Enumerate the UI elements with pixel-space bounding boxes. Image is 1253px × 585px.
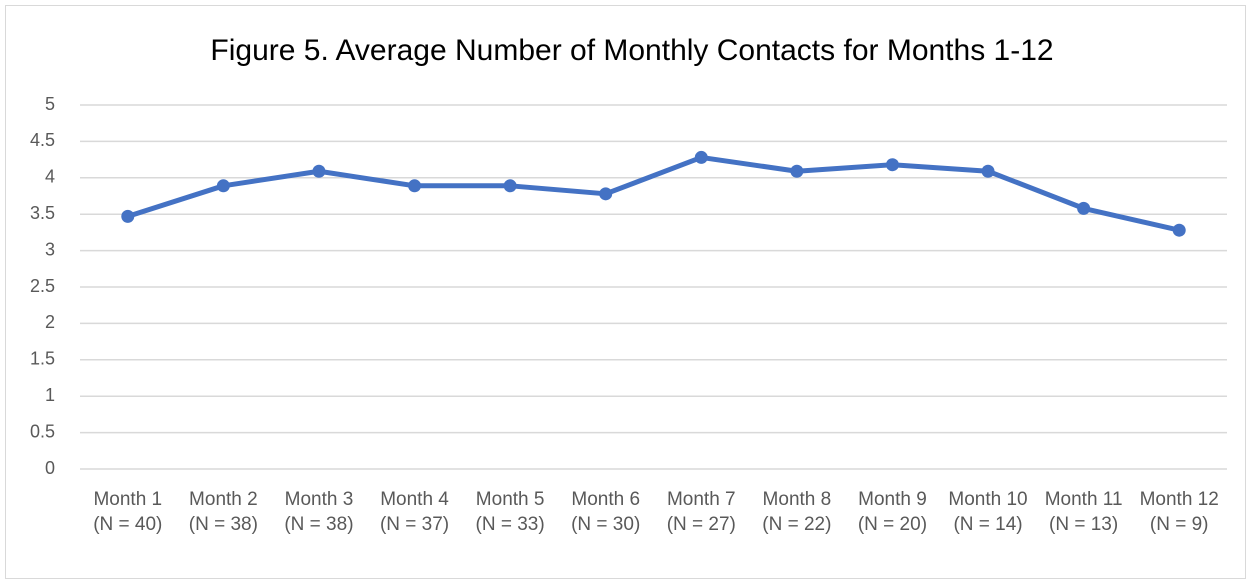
y-tick-label: 5	[45, 94, 55, 114]
x-tick-label: Month 11 (N = 13)	[1044, 489, 1123, 535]
marker	[790, 164, 804, 178]
y-tick-label: 1.5	[30, 349, 55, 369]
chart-title: Figure 5. Average Number of Monthly Cont…	[210, 34, 1053, 67]
marker	[121, 209, 135, 223]
x-tick-label: Month 12 (N = 9)	[1139, 489, 1219, 535]
y-tick-label: 0	[45, 458, 55, 478]
x-tick-label: Month 9 (N = 20)	[857, 489, 928, 535]
x-tick-label: Month 1 (N = 40)	[93, 489, 163, 535]
x-tick-label: Month 2 (N = 38)	[188, 489, 258, 535]
marker	[312, 164, 326, 178]
marker	[981, 164, 995, 178]
x-tick-label: Month 7 (N = 27)	[666, 489, 736, 535]
marker	[408, 179, 422, 193]
x-tick-label: Month 10 (N = 14)	[948, 489, 1028, 535]
y-tick-label: 3.5	[30, 203, 55, 223]
marker	[885, 158, 899, 172]
line	[127, 154, 1180, 233]
y-tick-label: 4	[45, 167, 55, 187]
x-tick-label: Month 8 (N = 22)	[762, 489, 832, 535]
x-tick-label: Month 6 (N = 30)	[571, 489, 641, 535]
y-tick-label: 4.5	[30, 130, 55, 150]
marker	[1172, 223, 1186, 237]
x-tick-label: Month 4 (N = 37)	[379, 489, 450, 535]
chart-border	[5, 5, 1246, 579]
marker	[1077, 201, 1091, 215]
x-tick-label: Month 3 (N = 38)	[284, 489, 354, 535]
y-tick-label: 0.5	[30, 421, 55, 441]
x-tick-label: Month 5 (N = 33)	[475, 489, 545, 535]
y-tick-label: 2	[45, 312, 55, 332]
marker	[216, 179, 230, 193]
y-tick-label: 1	[45, 385, 55, 405]
marker	[503, 179, 517, 193]
y-tick-label: 2.5	[30, 276, 55, 296]
y-tick-label: 3	[45, 239, 55, 259]
marker	[599, 187, 613, 201]
marker	[694, 150, 708, 164]
